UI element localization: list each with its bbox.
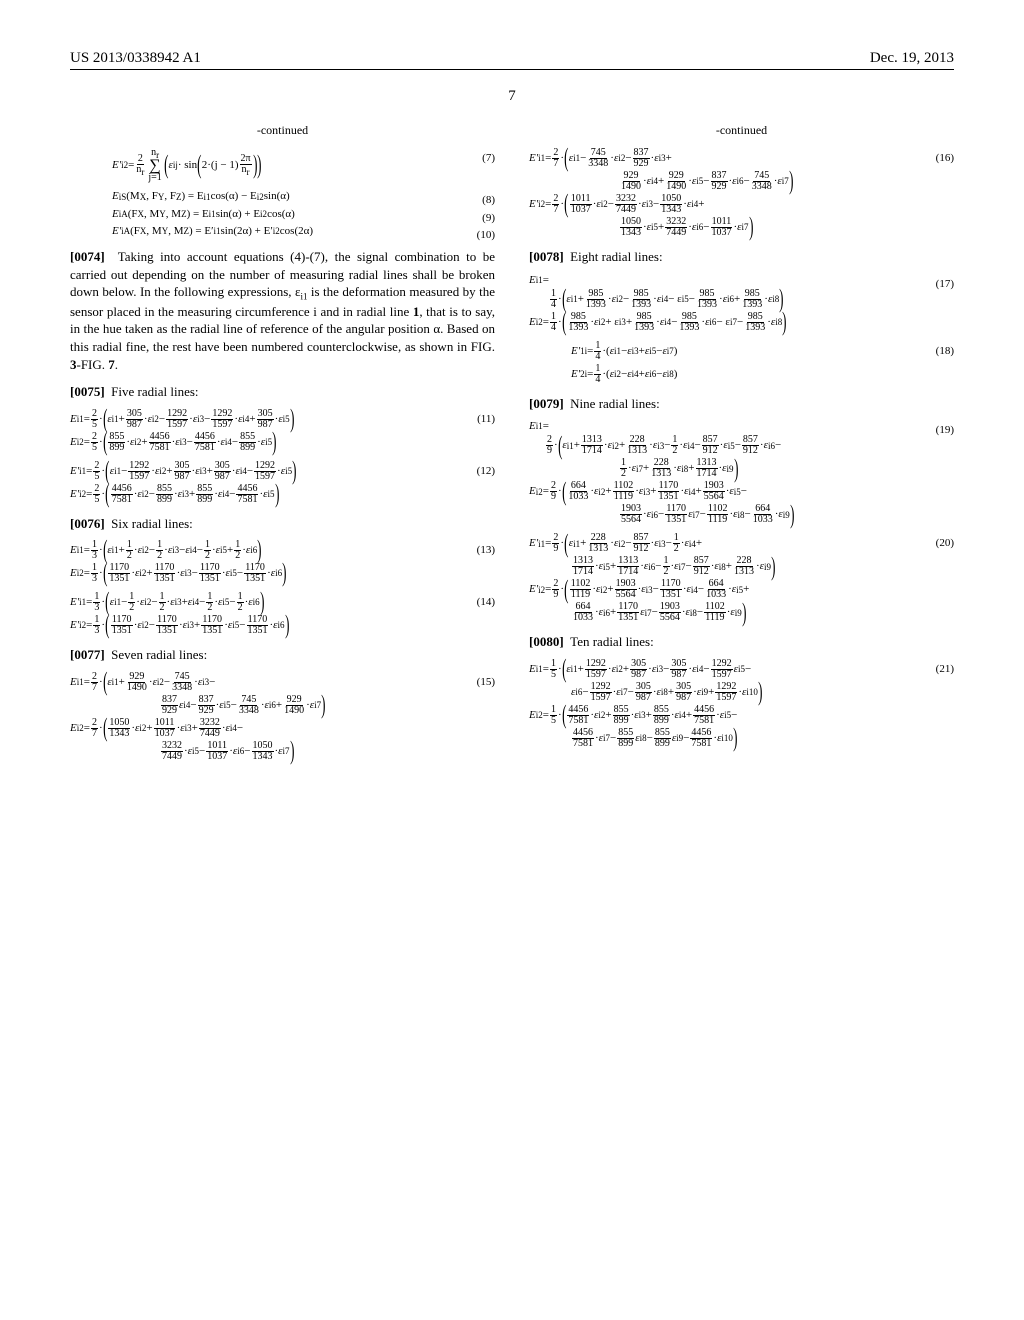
publication-date: Dec. 19, 2013 xyxy=(870,50,954,67)
equation-17: (17) Ei1 = 14·(εi1 +9851393·εi2 −9851393… xyxy=(529,274,954,333)
equation-8: (8) EiS(MX, FY, FZ) = Ei1cos(α) − Ei2sin… xyxy=(70,190,495,203)
continued-label-left: -continued xyxy=(70,123,495,138)
equation-14: (14) E′i1 = 13·(εi1 − 12·εi2 − 12·εi3 + … xyxy=(70,592,495,636)
equation-9: (9) EiA(FX, MY, MZ) = Ei1sin(α) + Ei2cos… xyxy=(70,208,495,221)
paragraph-0079: [0079] Nine radial lines: xyxy=(529,395,954,413)
page-number: 7 xyxy=(70,88,954,105)
eq-num-7: (7) xyxy=(482,152,495,164)
equation-7: (7) E′i2 = 2nr nr∑j=1 ( εij · sin ( 2·(j… xyxy=(70,148,495,182)
paragraph-0075: [0075] Five radial lines: xyxy=(70,383,495,401)
paragraph-0080: [0080] Ten radial lines: xyxy=(529,633,954,651)
equation-15: (15) Ei1 = 27·(εi1 +9291490·εi2 −7453348… xyxy=(70,672,495,762)
equation-13: (13) Ei1 = 13·(εi1 + 12·εi2 − 12·εi3 − ε… xyxy=(70,540,495,584)
paragraph-0077: [0077] Seven radial lines: xyxy=(70,646,495,664)
equation-12: (12) E′i1 = 25·(εi1 −12921597·εi2 +30598… xyxy=(70,461,495,505)
continued-label-right: -continued xyxy=(529,123,954,138)
equation-10: (10) E′iA(FX, MY, MZ) = E′i1sin(2α) + E′… xyxy=(70,225,495,238)
page-header: US 2013/0338942 A1 Dec. 19, 2013 xyxy=(70,50,954,70)
sigma-icon: nr∑j=1 xyxy=(148,148,161,182)
equation-19: (19) Ei1 = 29·(εi1 +13131714·εi2 +228131… xyxy=(529,420,954,525)
equation-16: (16) E′i1 = 27·(εi1 −7453348·εi2 −837929… xyxy=(529,148,954,238)
left-column: -continued (7) E′i2 = 2nr nr∑j=1 ( εij ·… xyxy=(70,119,495,770)
equation-11: (11) Ei1 = 25·(εi1 +305987·εi2 −12921597… xyxy=(70,409,495,453)
paragraph-0078: [0078] Eight radial lines: xyxy=(529,248,954,266)
publication-number: US 2013/0338942 A1 xyxy=(70,50,201,67)
equation-18: (18) E′1i = 14·(εi1 − εi3 + εi5 − εi7) E… xyxy=(529,341,954,385)
two-column-layout: -continued (7) E′i2 = 2nr nr∑j=1 ( εij ·… xyxy=(70,119,954,770)
equation-20: (20) E′i1 = 29·(εi1 +2281313·εi2 −857912… xyxy=(529,533,954,623)
paragraph-0076: [0076] Six radial lines: xyxy=(70,515,495,533)
equation-21: (21) Ei1 = 15·(εi1 +12921597·εi2 +305987… xyxy=(529,659,954,749)
paragraph-0074: [0074] Taking into account equations (4)… xyxy=(70,248,495,373)
right-column: -continued (16) E′i1 = 27·(εi1 −7453348·… xyxy=(529,119,954,770)
